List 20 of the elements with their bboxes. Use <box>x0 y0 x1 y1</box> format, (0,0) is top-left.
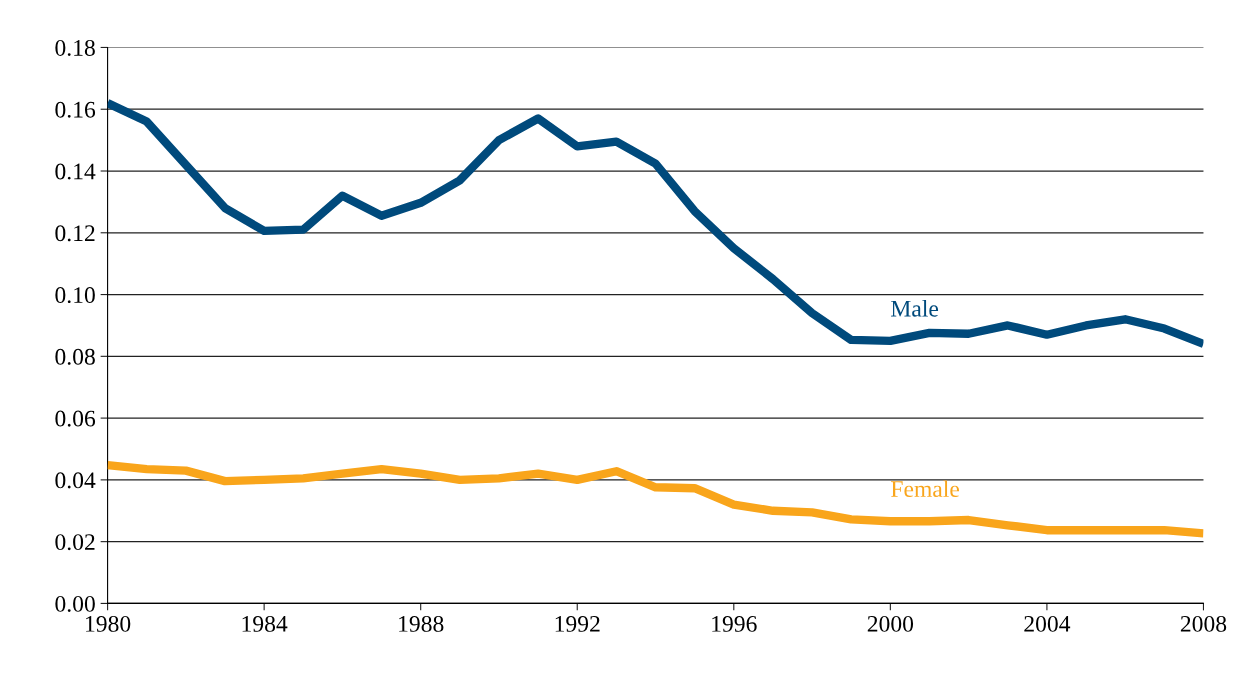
x-tick-label: 2004 <box>1024 615 1071 632</box>
y-tick-label: 0.14 <box>55 163 96 180</box>
y-tick-label: 0.00 <box>55 595 95 612</box>
series-label: Male <box>891 300 939 317</box>
y-tick-label: 0.18 <box>55 39 95 56</box>
x-tick-label: 1996 <box>712 615 757 632</box>
x-tick-label: 2000 <box>867 615 914 632</box>
x-tick-label: 2008 <box>1180 615 1227 632</box>
y-tick-label: 0.12 <box>55 225 95 242</box>
y-tick-label: 0.16 <box>55 101 96 118</box>
series-label: Female <box>891 480 960 498</box>
y-tick-label: 0.04 <box>55 472 96 489</box>
x-tick-label: 1984 <box>242 615 288 632</box>
y-tick-label: 0.10 <box>55 287 95 304</box>
x-tick-label: 1992 <box>555 615 600 632</box>
y-tick-label: 0.06 <box>55 410 96 427</box>
y-tick-label: 0.08 <box>55 348 95 365</box>
x-tick-label: 1980 <box>86 615 131 632</box>
y-tick-label: 0.02 <box>55 534 95 551</box>
x-tick-label: 1988 <box>399 615 444 632</box>
